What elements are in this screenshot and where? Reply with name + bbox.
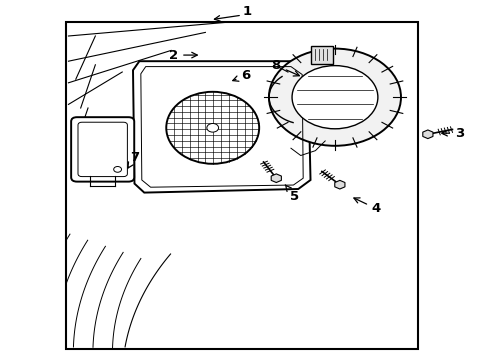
- Text: 1: 1: [242, 5, 251, 18]
- Text: 5: 5: [285, 185, 298, 203]
- Text: 3: 3: [441, 127, 463, 140]
- Text: 4: 4: [353, 198, 380, 215]
- Text: 8: 8: [271, 59, 299, 76]
- Bar: [66, 22, 417, 349]
- FancyBboxPatch shape: [71, 117, 134, 182]
- Polygon shape: [422, 130, 432, 139]
- Polygon shape: [271, 174, 281, 183]
- Circle shape: [291, 66, 377, 129]
- Text: 2: 2: [169, 49, 197, 62]
- Polygon shape: [334, 180, 344, 189]
- Text: 7: 7: [128, 151, 139, 168]
- Circle shape: [206, 123, 218, 132]
- FancyBboxPatch shape: [311, 46, 332, 64]
- Circle shape: [113, 166, 122, 172]
- Circle shape: [268, 49, 400, 146]
- Text: 6: 6: [232, 69, 250, 82]
- Polygon shape: [133, 61, 310, 193]
